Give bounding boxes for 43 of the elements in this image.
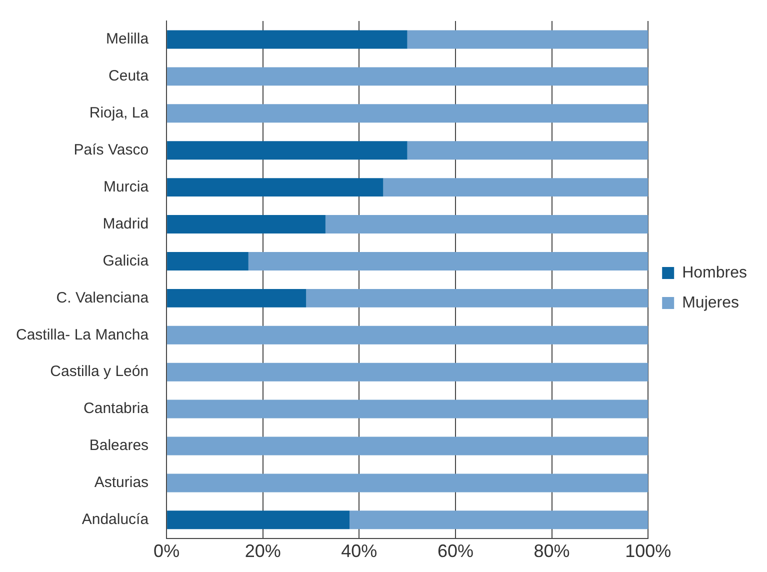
bar [167,510,350,530]
y-tick-label: Castilla y León [50,363,149,380]
bar [306,288,648,308]
y-tick-label: Galicia [102,252,150,270]
y-tick-label: Baleares [89,437,149,454]
x-tick-label: 60% [437,541,474,562]
y-tick-label: Ceuta [108,68,150,85]
bar [325,215,648,234]
y-tick-label: Madrid [102,215,149,232]
bar [407,30,648,49]
y-tick-label: Andalucía [82,511,150,528]
bar [407,141,648,160]
legend-label: Mujeres [682,294,739,312]
y-tick-label: Murcia [104,178,150,196]
bar [167,67,648,86]
bar [383,178,648,197]
bar [167,436,648,456]
bar [167,400,648,418]
y-tick-label: Rioja, La [89,104,150,122]
x-tick-label: 100% [625,541,672,562]
bar [350,510,648,530]
y-tick-label: Cantabria [84,400,150,418]
bar [248,252,648,270]
legend-label: Hombres [682,264,747,282]
y-tick-label: C. Valenciana [56,289,150,306]
y-tick-label: Melilla [106,30,150,48]
bar [167,362,648,382]
x-tick-label: 20% [244,541,281,562]
y-tick-label: País Vasco [74,141,149,158]
y-tick-label: Asturias [94,474,149,492]
bar [167,326,648,344]
bar [167,474,648,492]
bar [167,104,648,123]
x-tick-label: 80% [534,541,570,562]
bar [167,141,408,160]
bar [167,178,384,197]
bar [167,215,326,234]
bar [167,30,408,49]
bar [167,252,248,270]
bar [167,288,306,308]
y-tick-label: Castilla- La Mancha [16,326,150,344]
x-tick-label: 0% [154,541,180,562]
x-tick-label: 40% [341,541,378,562]
